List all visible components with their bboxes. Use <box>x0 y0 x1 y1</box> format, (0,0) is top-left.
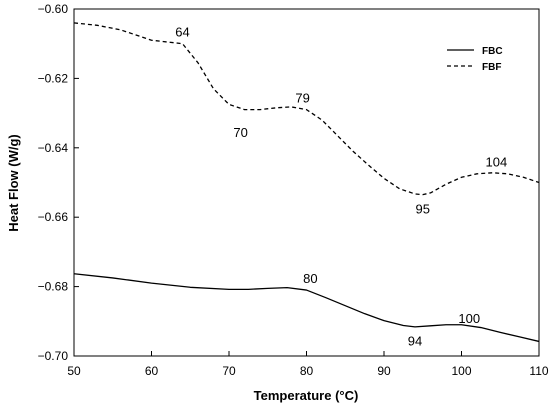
x-tick-label: 50 <box>67 364 81 378</box>
y-tick-label: −0.68 <box>38 280 69 294</box>
legend-label-fbf: FBF <box>482 62 501 73</box>
y-tick-label: −0.64 <box>38 141 69 155</box>
x-tick-label: 70 <box>222 364 236 378</box>
plot-area-frame <box>73 8 540 357</box>
y-axis-title: Heat Flow (W/g) <box>6 134 21 232</box>
x-tick-label: 100 <box>451 364 471 378</box>
x-tick-label: 110 <box>529 364 548 378</box>
y-tick-label: −0.70 <box>38 349 69 363</box>
y-tick-label: −0.62 <box>38 71 69 85</box>
annotations: 64 70 79 95 104 80 94 100 <box>175 25 507 349</box>
series-line-fbc <box>73 273 540 343</box>
x-tick-label: 80 <box>300 364 314 378</box>
x-tick-label: 90 <box>377 364 391 378</box>
annotation-label: 64 <box>175 25 189 40</box>
annotation-label: 94 <box>408 333 422 348</box>
x-tick-label: 60 <box>145 364 159 378</box>
legend-label-fbc: FBC <box>482 46 503 57</box>
annotation-label: 95 <box>416 202 430 217</box>
annotation-label: 79 <box>295 90 309 105</box>
series-layer <box>73 22 540 343</box>
ticks: 50 60 70 80 90 100 110 −0.60 −0.62 −0.64 −0.66 −0.6… <box>38 2 549 378</box>
legend: FBC FBF <box>447 46 503 73</box>
y-tick-label: −0.60 <box>38 2 69 16</box>
annotation-label: 70 <box>233 125 247 140</box>
x-axis-title: Temperature (°C) <box>254 388 359 403</box>
annotation-label: 104 <box>486 155 508 170</box>
annotation-label: 100 <box>458 311 480 326</box>
y-tick-label: −0.66 <box>38 210 69 224</box>
annotation-label: 80 <box>303 271 317 286</box>
series-line-fbf <box>73 22 540 196</box>
